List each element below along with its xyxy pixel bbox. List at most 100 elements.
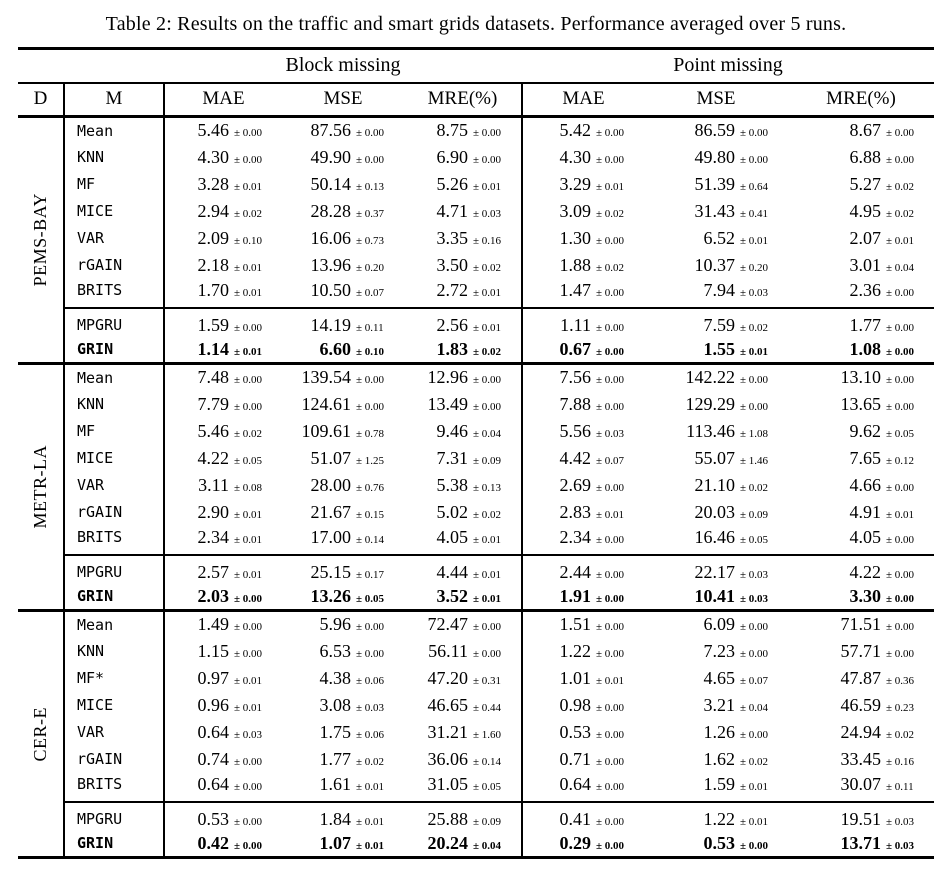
val-mse-block: 25.15 ± 0.17 xyxy=(281,553,404,584)
metric-std: ± 0.41 xyxy=(740,207,769,220)
val-mre-block: 46.65 ± 0.44 xyxy=(403,691,524,719)
val-mae-block: 5.46 ± 0.02 xyxy=(164,418,282,445)
metric-std: ± 0.76 xyxy=(355,481,385,494)
metric-value: 124.61 xyxy=(301,393,351,414)
metric-std: ± 0.16 xyxy=(886,755,915,768)
val-mse-point: 1.62 ± 0.02 xyxy=(644,746,788,773)
val-mre-point: 47.87 ± 0.36 xyxy=(788,665,934,692)
val-mae-point: 2.83 ± 0.01 xyxy=(522,499,644,526)
val-mse-block: 87.56 ± 0.00 xyxy=(282,117,404,144)
metric-std: ± 0.11 xyxy=(886,780,914,793)
metric-value: 49.90 xyxy=(310,146,351,167)
table-row-mpgru: MPGRU 1.59 ± 0.00 14.19 ± 0.11 2.56 ± 0.01 1.11… xyxy=(18,306,935,337)
metric-std: ± 0.00 xyxy=(740,127,769,140)
metric-std: ± 0.20 xyxy=(740,261,769,274)
metric-value: 4.44 xyxy=(436,561,469,582)
metric-std: ± 0.00 xyxy=(596,755,625,768)
metric-value: 47.87 xyxy=(840,667,882,688)
metric-std: ± 0.00 xyxy=(886,400,915,413)
method-name: VAR xyxy=(63,471,165,499)
metric-value: 0.98 xyxy=(559,694,592,715)
metric-value: 3.21 xyxy=(703,694,736,715)
val-mae-block: 2.09 ± 0.10 xyxy=(164,225,282,252)
metric-std: ± 0.07 xyxy=(740,674,769,687)
val-mae-block: 4.22 ± 0.05 xyxy=(164,445,282,472)
val-mse-block: 1.61 ± 0.01 xyxy=(282,773,404,802)
metric-std: ± 0.01 xyxy=(473,286,502,299)
metric-std: ± 0.09 xyxy=(473,454,502,467)
metric-value: 31.21 xyxy=(427,721,469,742)
metric-value: 71.51 xyxy=(840,614,882,635)
val-mre-block: 5.38 ± 0.13 xyxy=(403,471,524,499)
metric-std: ± 0.00 xyxy=(233,780,263,793)
metric-value: 1.26 xyxy=(703,721,736,742)
metric-value: 7.23 xyxy=(703,640,736,661)
metric-value: 72.47 xyxy=(427,614,469,635)
val-mae-block: 1.15 ± 0.00 xyxy=(164,638,282,665)
metric-std: ± 0.01 xyxy=(233,533,263,546)
metric-value: 6.88 xyxy=(849,146,882,167)
table-row-rgain: rGAIN 2.18 ± 0.01 13.96 ± 0.20 3.50 ± 0.02 1.88… xyxy=(18,251,934,279)
metric-std: ± 0.00 xyxy=(355,374,385,387)
val-mse-point: 7.94 ± 0.03 xyxy=(644,279,788,308)
val-mre-block: 5.26 ± 0.01 xyxy=(403,170,524,198)
metric-value: 1.07 xyxy=(319,832,351,853)
table-row-brits: BRITS 2.34 ± 0.01 17.00 ± 0.14 4.05 ± 0.01 2.34… xyxy=(18,525,934,555)
val-mre-block: 3.52 ± 0.01 xyxy=(403,583,524,611)
metric-value: 4.30 xyxy=(559,146,592,167)
method-name: Mean xyxy=(63,362,165,391)
val-mse-point: 7.23 ± 0.00 xyxy=(644,638,788,665)
metric-value: 4.91 xyxy=(849,501,882,522)
val-mre-point: 1.77 ± 0.00 xyxy=(788,306,935,337)
val-mse-point: 6.09 ± 0.00 xyxy=(644,609,788,638)
metric-value: 3.52 xyxy=(436,585,469,606)
metric-value: 5.46 xyxy=(197,120,229,141)
metric-std: ± 0.02 xyxy=(886,207,915,220)
method-name: KNN xyxy=(63,143,165,171)
metric-value: 8.67 xyxy=(849,120,882,141)
metric-value: 49.80 xyxy=(694,146,736,167)
metric-std: ± 0.00 xyxy=(233,321,263,334)
metric-value: 1.22 xyxy=(703,808,736,829)
metric-value: 1.88 xyxy=(559,254,592,275)
val-mae-point: 3.09 ± 0.02 xyxy=(522,198,644,225)
metric-value: 13.71 xyxy=(840,832,882,853)
val-mse-block: 1.75 ± 0.06 xyxy=(282,719,404,746)
val-mse-block: 3.08 ± 0.03 xyxy=(282,692,404,719)
metric-header-row: D M MAE MSE MRE(%) MAE MSE MRE(%) xyxy=(17,82,935,118)
metric-value: 129.29 xyxy=(685,393,736,414)
metric-std: ± 0.00 xyxy=(596,127,625,140)
metric-value: 2.94 xyxy=(197,200,229,221)
metric-value: 0.53 xyxy=(197,808,229,829)
val-mae-point: 4.30 ± 0.00 xyxy=(522,144,644,171)
metric-std: ± 0.01 xyxy=(740,780,769,793)
metric-value: 7.88 xyxy=(559,393,592,414)
metric-value: 51.07 xyxy=(310,447,351,468)
metric-std: ± 1.08 xyxy=(740,427,769,440)
method-name: MICE xyxy=(63,444,165,472)
metric-std: ± 0.00 xyxy=(596,839,625,852)
val-mre-block: 31.05 ± 0.05 xyxy=(403,772,524,802)
metric-std: ± 0.01 xyxy=(355,839,385,852)
val-mre-point: 9.62 ± 0.05 xyxy=(788,418,934,445)
metric-value: 3.30 xyxy=(849,585,882,606)
metric-value: 5.26 xyxy=(436,173,469,194)
val-mae-block: 7.48 ± 0.00 xyxy=(163,362,282,391)
metric-value: 0.42 xyxy=(197,832,229,853)
metric-value: 109.61 xyxy=(301,420,351,441)
metric-value: 1.49 xyxy=(197,614,229,635)
metric-value: 36.06 xyxy=(427,748,469,769)
method-name: MPGRU xyxy=(63,306,165,337)
val-mse-block: 13.26 ± 0.05 xyxy=(282,584,404,611)
metric-std: ± 0.00 xyxy=(473,621,502,634)
metric-value: 6.60 xyxy=(319,338,351,359)
metric-value: 1.61 xyxy=(319,773,351,794)
metric-value: 1.70 xyxy=(197,279,229,300)
val-mre-block: 2.56 ± 0.01 xyxy=(403,306,524,337)
metric-value: 13.49 xyxy=(427,393,469,414)
metric-value: 5.56 xyxy=(559,420,592,441)
val-mse-point: 113.46 ± 1.08 xyxy=(644,418,788,445)
val-mae-point: 0.64 ± 0.00 xyxy=(522,773,644,802)
metric-value: 1.59 xyxy=(703,773,736,794)
method-name: BRITS xyxy=(63,772,165,802)
